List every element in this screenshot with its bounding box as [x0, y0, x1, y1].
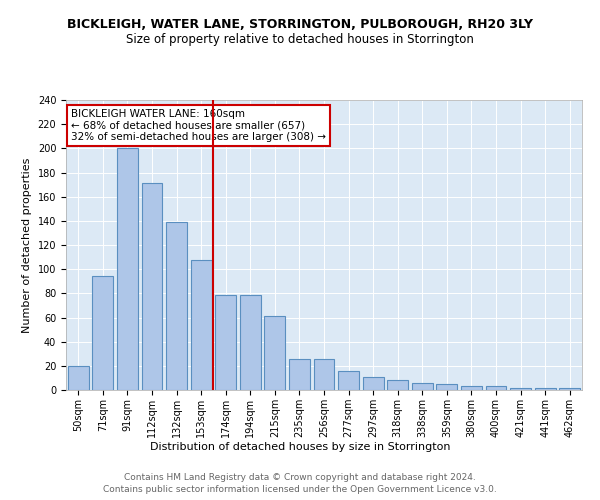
Bar: [535, 388, 556, 390]
Bar: [485, 386, 506, 390]
Bar: [412, 383, 433, 390]
Bar: [289, 358, 310, 390]
Bar: [387, 380, 408, 390]
Bar: [191, 260, 212, 390]
Bar: [338, 370, 359, 390]
Bar: [461, 386, 482, 390]
Text: Distribution of detached houses by size in Storrington: Distribution of detached houses by size …: [150, 442, 450, 452]
Text: Contains HM Land Registry data © Crown copyright and database right 2024.
Contai: Contains HM Land Registry data © Crown c…: [103, 472, 497, 494]
Bar: [240, 294, 261, 390]
Text: Size of property relative to detached houses in Storrington: Size of property relative to detached ho…: [126, 32, 474, 46]
Bar: [559, 388, 580, 390]
Bar: [215, 294, 236, 390]
Bar: [510, 388, 531, 390]
Bar: [436, 384, 457, 390]
Bar: [142, 184, 163, 390]
Bar: [166, 222, 187, 390]
Bar: [92, 276, 113, 390]
Bar: [68, 366, 89, 390]
Text: BICKLEIGH, WATER LANE, STORRINGTON, PULBOROUGH, RH20 3LY: BICKLEIGH, WATER LANE, STORRINGTON, PULB…: [67, 18, 533, 30]
Text: BICKLEIGH WATER LANE: 160sqm
← 68% of detached houses are smaller (657)
32% of s: BICKLEIGH WATER LANE: 160sqm ← 68% of de…: [71, 108, 326, 142]
Y-axis label: Number of detached properties: Number of detached properties: [22, 158, 32, 332]
Bar: [314, 358, 334, 390]
Bar: [362, 376, 383, 390]
Bar: [265, 316, 286, 390]
Bar: [117, 148, 138, 390]
